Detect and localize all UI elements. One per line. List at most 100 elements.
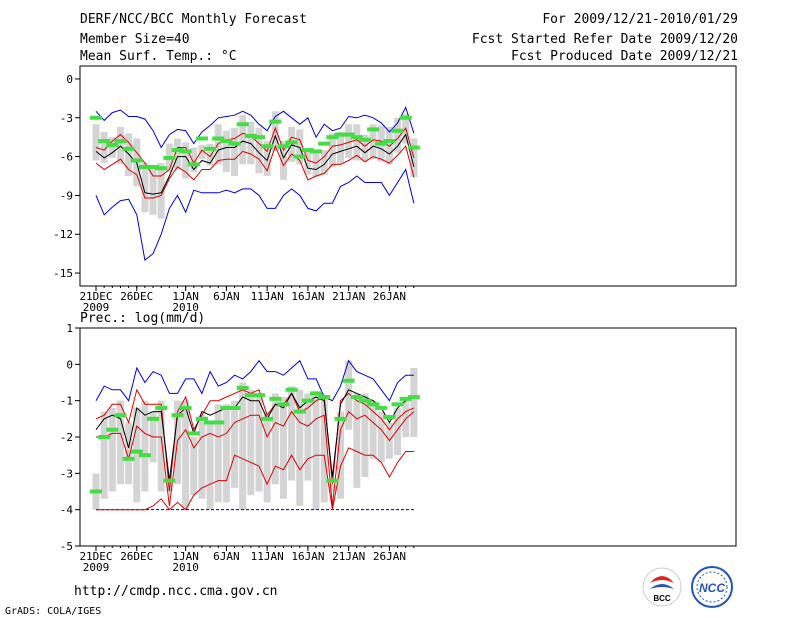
precipitation-box [141, 400, 149, 492]
precipitation-box [239, 382, 247, 510]
temperature-median-marker [90, 115, 102, 120]
precipitation-ytick-label: -1 [60, 395, 73, 408]
temperature-box [320, 150, 328, 175]
precipitation-xtick-label: 1JAN [172, 550, 199, 563]
temperature-series-min [95, 168, 415, 262]
temperature-box [92, 124, 100, 161]
precipitation-box [116, 400, 124, 485]
temperature-ytick-label: -9 [60, 189, 73, 202]
temperature-xtick-year: 2009 [83, 301, 110, 314]
precipitation-xtick-label: 26DEC [120, 550, 153, 563]
precipitation-box [320, 397, 328, 503]
temperature-median-marker [367, 127, 380, 132]
precipitation-median-marker [399, 396, 412, 401]
precipitation-xtick-year: 2009 [83, 561, 110, 574]
precipitation-median-marker [261, 416, 274, 421]
temperature-ytick-label: -6 [60, 151, 73, 164]
temperature-median-marker [147, 164, 160, 169]
temperature-median-marker [228, 141, 241, 146]
precipitation-median-marker [90, 489, 102, 494]
temperature-median-marker [122, 146, 135, 151]
temperature-box [369, 124, 377, 160]
temperature-box [271, 111, 279, 152]
precipitation-box [231, 400, 239, 488]
temperature-median-marker [326, 135, 339, 140]
precipitation-box [377, 411, 385, 463]
precipitation-median-marker [204, 420, 217, 425]
precipitation-xtick-label: 26JAN [373, 550, 406, 563]
temperature-median-marker [195, 136, 208, 141]
temperature-xtick-year: 2010 [172, 301, 199, 314]
temperature-median-marker [358, 137, 371, 142]
precipitation-median-marker [244, 393, 257, 398]
temperature-box [328, 133, 336, 167]
temperature-box [304, 148, 312, 175]
precipitation-median-marker [342, 378, 355, 383]
precipitation-box [108, 407, 116, 492]
temperature-ytick-label: 0 [66, 73, 73, 86]
temperature-box [206, 143, 214, 166]
temperature-median-marker [244, 133, 257, 138]
precipitation-box [345, 360, 353, 430]
temperature-box [296, 129, 304, 165]
precipitation-ytick-label: -2 [60, 431, 73, 444]
temperature-box [190, 147, 198, 173]
precipitation-box [337, 411, 344, 499]
temperature-median-marker [179, 149, 192, 154]
temperature-median-marker [310, 149, 323, 154]
temperature-median-marker [212, 136, 225, 141]
temperature-xtick-label: 26JAN [373, 290, 406, 303]
temperature-box [279, 141, 287, 180]
temperature-ytick-label: -12 [53, 228, 73, 241]
precipitation-median-marker [106, 427, 119, 432]
temperature-box [263, 141, 271, 176]
temperature-median-marker [253, 135, 265, 140]
temperature-xtick-label: 21DEC [79, 290, 112, 303]
precipitation-median-marker [114, 413, 127, 418]
precipitation-box [288, 386, 296, 481]
precipitation-box [369, 400, 377, 459]
temperature-median-marker [301, 148, 314, 153]
chart-title: DERF/NCC/BCC Monthly Forecast [80, 12, 307, 27]
temperature-box [239, 115, 247, 165]
variable-label: Mean Surf. Temp.: °C [80, 49, 237, 64]
precipitation-median-marker [147, 416, 160, 421]
precipitation-box [361, 393, 369, 477]
precipitation-series-min [96, 447, 414, 511]
precipitation-median-marker [122, 456, 135, 461]
precipitation-median-marker [195, 416, 208, 421]
temperature-series-mean [95, 133, 415, 195]
precipitation-box [304, 393, 312, 481]
temperature-box [247, 121, 255, 165]
precipitation-median-marker [187, 431, 200, 436]
temperature-median-marker [407, 145, 420, 150]
temperature-median-marker [375, 141, 388, 146]
precipitation-box [296, 389, 304, 507]
precipitation-median-marker [228, 405, 241, 410]
temperature-median-marker [106, 142, 119, 147]
precipitation-median-marker [212, 420, 225, 425]
temperature-xtick-label: 1JAN [172, 290, 199, 303]
precipitation-median-marker [155, 405, 168, 410]
source-url[interactable]: http://cmdp.ncc.cma.gov.cn [74, 584, 278, 599]
precipitation-median-marker [334, 416, 347, 421]
temperature-median-marker [171, 148, 184, 153]
temperature-box [345, 124, 353, 158]
precipitation-xtick-label: 21JAN [332, 550, 365, 563]
temperature-median-marker [342, 132, 355, 137]
temperature-box [198, 144, 206, 160]
precipitation-median-marker [318, 395, 331, 400]
precipitation-median-marker [350, 395, 363, 400]
temperature-box [141, 163, 149, 213]
precipitation-median-marker [138, 453, 151, 458]
precipitation-series-max [95, 359, 414, 402]
precipitation-box [247, 389, 255, 496]
precipitation-median-marker [285, 387, 298, 392]
precipitation-xtick-label: 16JAN [291, 550, 324, 563]
grads-credit: GrADS: COLA/IGES [5, 606, 102, 617]
temperature-box [182, 142, 190, 179]
temperature-box [116, 126, 124, 165]
temperature-box [394, 117, 402, 153]
temperature-box [174, 138, 181, 170]
precipitation-box [190, 437, 198, 496]
